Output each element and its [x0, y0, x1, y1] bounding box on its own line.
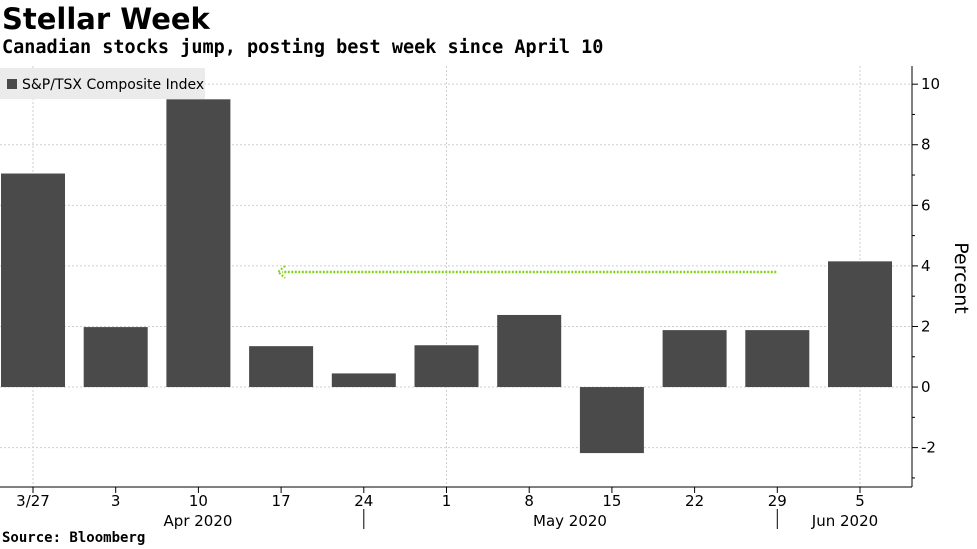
x-tick-label: 1 — [442, 492, 452, 510]
bar — [166, 99, 231, 388]
bar — [83, 327, 148, 388]
x-tick-label: 17 — [272, 492, 291, 510]
x-tick-label: 3/27 — [16, 492, 50, 510]
month-label: Apr 2020 — [164, 512, 233, 530]
bar — [1, 173, 65, 388]
legend-background — [0, 68, 205, 99]
legend-swatch — [7, 79, 17, 89]
y-tick-label: 6 — [921, 196, 931, 214]
legend: S&P/TSX Composite Index — [0, 68, 205, 99]
y-axis-label: Percent — [950, 242, 972, 314]
grid-lines — [0, 66, 912, 487]
y-tick-label: -2 — [921, 439, 936, 457]
legend-label: S&P/TSX Composite Index — [22, 77, 204, 93]
x-tick-label: 8 — [524, 492, 534, 510]
y-tick-label: 8 — [921, 136, 931, 154]
bars — [1, 99, 892, 454]
bar — [828, 261, 892, 388]
x-tick-label: 29 — [768, 492, 787, 510]
x-tick-label: 15 — [602, 492, 621, 510]
bar — [745, 330, 810, 388]
annotation — [276, 265, 777, 279]
month-label: May 2020 — [533, 512, 607, 530]
x-tick-label: 22 — [685, 492, 704, 510]
y-tick-label: 0 — [921, 378, 931, 396]
chart-source: Source: Bloomberg — [2, 530, 146, 546]
y-tick-label: 10 — [921, 75, 940, 93]
y-tick-label: 4 — [921, 257, 931, 275]
bar — [579, 387, 644, 454]
bar — [414, 345, 479, 388]
annotation-arrow-head — [276, 265, 286, 279]
bar — [662, 330, 727, 388]
bar — [497, 314, 562, 388]
chart-subtitle: Canadian stocks jump, posting best week … — [2, 37, 604, 58]
y-tick-label: 2 — [921, 317, 931, 335]
x-tick-label: 5 — [855, 492, 865, 510]
month-label: Jun 2020 — [811, 512, 878, 530]
chart-title: Stellar Week — [2, 2, 210, 36]
x-tick-label: 3 — [111, 492, 121, 510]
x-tick-label: 10 — [189, 492, 208, 510]
bar — [249, 346, 314, 388]
bar — [331, 373, 396, 388]
x-tick-label: 24 — [354, 492, 373, 510]
